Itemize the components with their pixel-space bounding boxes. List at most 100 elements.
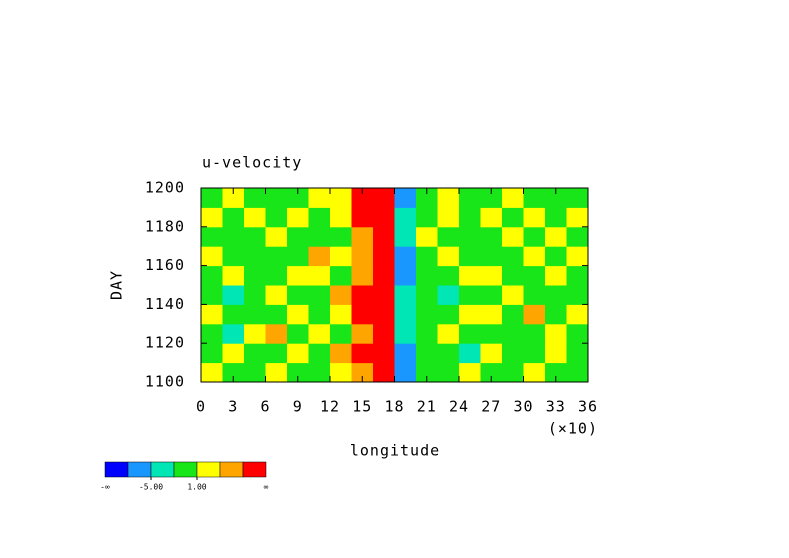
heat-cell xyxy=(308,285,331,305)
x-tick-label: 24 xyxy=(449,398,469,416)
heat-cell xyxy=(287,246,309,267)
heat-cell xyxy=(287,304,309,325)
chart-title: u-velocity xyxy=(202,154,302,172)
x-tick-label: 0 xyxy=(196,398,206,416)
heat-cell xyxy=(287,188,309,208)
heat-cell xyxy=(437,265,460,286)
heat-cell xyxy=(437,304,460,325)
heat-cell xyxy=(308,207,331,228)
heat-cell xyxy=(308,246,331,267)
heat-cell xyxy=(351,304,374,325)
y-tick-label: 1100 xyxy=(145,373,185,391)
heat-cell xyxy=(566,226,589,247)
heat-cell xyxy=(459,323,481,344)
heat-cell xyxy=(222,304,245,325)
heat-cell xyxy=(437,246,460,267)
heat-cell xyxy=(330,362,352,383)
heat-cell xyxy=(201,285,223,305)
heat-cell xyxy=(416,246,438,267)
heat-cell xyxy=(244,304,266,325)
y-tick-label: 1140 xyxy=(145,295,185,313)
heat-cell xyxy=(416,343,438,364)
heat-cell xyxy=(351,246,374,267)
heat-cell xyxy=(416,265,438,286)
heat-cell xyxy=(523,226,546,247)
heat-cell xyxy=(287,226,309,247)
y-tick-label: 1200 xyxy=(145,179,185,197)
heat-cell xyxy=(545,207,567,228)
heat-cell xyxy=(287,285,309,305)
heat-cell xyxy=(244,207,266,228)
heat-cell xyxy=(330,265,352,286)
colorbar-swatch xyxy=(150,461,175,478)
heat-cell xyxy=(502,207,524,228)
heat-cell xyxy=(566,207,589,228)
heat-cell xyxy=(437,323,460,344)
heat-cell xyxy=(308,265,331,286)
heat-cell xyxy=(416,207,438,228)
heat-cell xyxy=(373,265,395,286)
heat-cell xyxy=(265,207,288,228)
heat-cell xyxy=(308,188,331,208)
heat-cell xyxy=(480,323,503,344)
y-axis-label: DAY xyxy=(108,270,126,300)
heat-cell xyxy=(502,343,524,364)
heat-cell xyxy=(480,188,503,208)
heat-cell xyxy=(523,207,546,228)
heat-cell xyxy=(373,207,395,228)
heat-cell xyxy=(523,343,546,364)
heat-cell xyxy=(416,323,438,344)
heat-cell xyxy=(201,265,223,286)
heat-cell xyxy=(566,188,589,208)
heat-cell xyxy=(566,323,589,344)
heat-cell xyxy=(394,323,417,344)
heat-cell xyxy=(201,246,223,267)
heat-cell xyxy=(459,343,481,364)
heat-cell xyxy=(265,362,288,383)
heat-cell xyxy=(545,304,567,325)
heat-cell xyxy=(394,304,417,325)
heat-cell xyxy=(308,362,331,383)
heat-cell xyxy=(502,285,524,305)
colorbar-swatch xyxy=(104,461,129,478)
heat-cell xyxy=(545,226,567,247)
heat-cell xyxy=(222,285,245,305)
heat-cell xyxy=(437,343,460,364)
colorbar-swatch xyxy=(196,461,221,478)
heat-cell xyxy=(351,323,374,344)
x-tick-label: 30 xyxy=(513,398,533,416)
heat-cell xyxy=(287,362,309,383)
heat-cell xyxy=(265,304,288,325)
heat-cell xyxy=(502,226,524,247)
heat-cell xyxy=(222,207,245,228)
heat-cell xyxy=(244,285,266,305)
heat-cell xyxy=(459,304,481,325)
heat-cell xyxy=(330,323,352,344)
heat-cell xyxy=(502,323,524,344)
heat-cell xyxy=(437,207,460,228)
heat-cell xyxy=(330,226,352,247)
heat-cell xyxy=(437,188,460,208)
x-tick-label: 9 xyxy=(293,398,303,416)
heat-cell xyxy=(416,285,438,305)
heat-cell xyxy=(330,207,352,228)
heat-cell xyxy=(244,362,266,383)
heat-cell xyxy=(394,265,417,286)
heat-cell xyxy=(265,246,288,267)
heat-cell xyxy=(373,285,395,305)
heat-cell xyxy=(222,323,245,344)
heat-cell xyxy=(545,265,567,286)
colorbar-high-label: ∞ xyxy=(264,483,269,492)
heat-cell xyxy=(373,362,395,383)
y-tick-label: 1180 xyxy=(145,217,185,235)
heat-cell xyxy=(287,207,309,228)
heat-cell xyxy=(351,226,374,247)
heat-cell xyxy=(480,343,503,364)
heat-cell xyxy=(459,188,481,208)
heat-cell xyxy=(566,285,589,305)
heatmap xyxy=(201,188,589,383)
heat-cell xyxy=(523,265,546,286)
colorbar-swatch xyxy=(127,461,152,478)
colorbar-low-label: -∞ xyxy=(100,483,110,492)
